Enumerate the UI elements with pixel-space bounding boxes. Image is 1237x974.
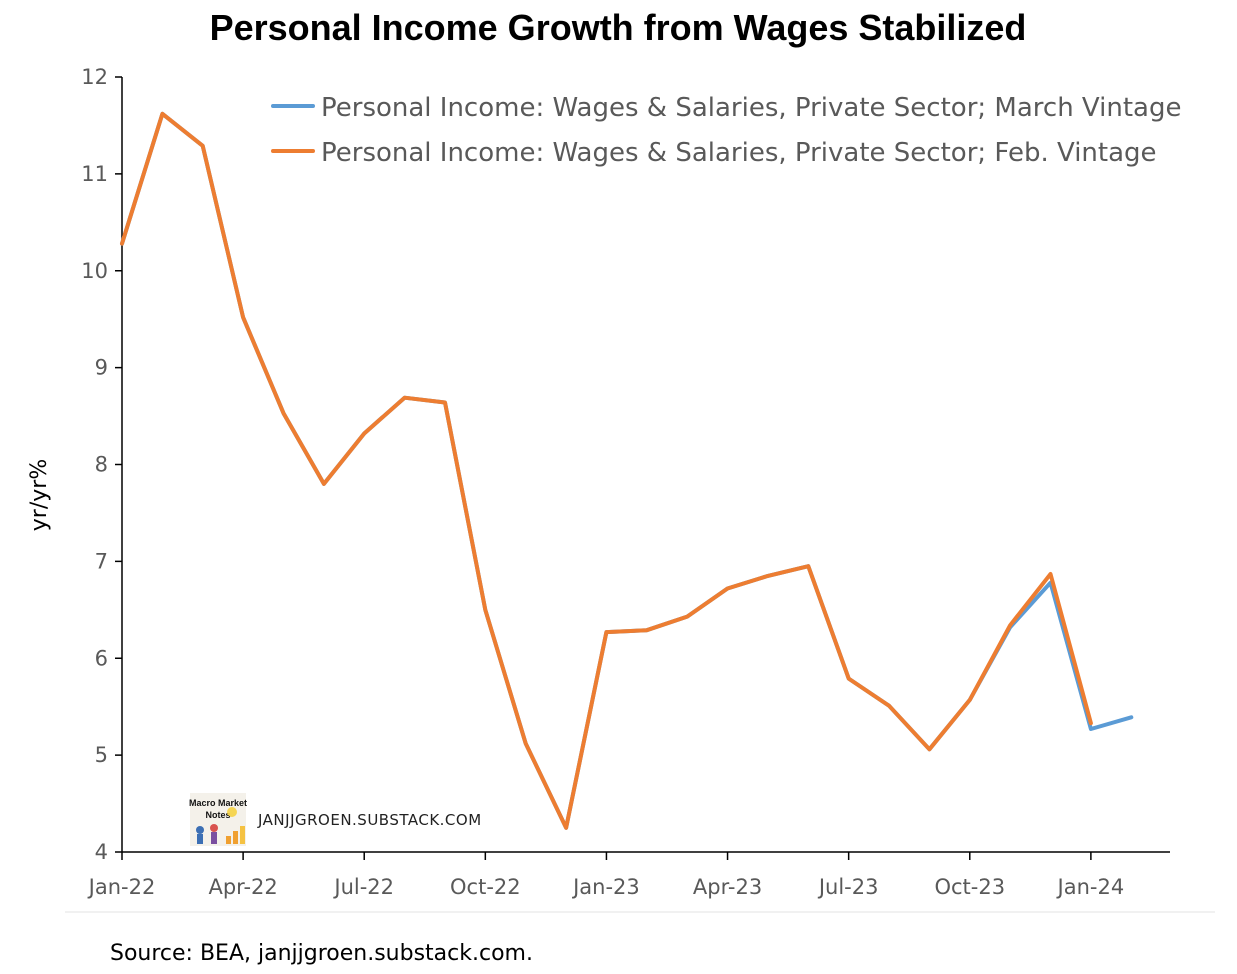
logo-bulb-icon [227, 807, 237, 817]
legend: Personal Income: Wages & Salaries, Priva… [271, 93, 1181, 168]
y-axis: 4 5 6 7 8 9 10 11 12 [81, 65, 123, 864]
series-layer [120, 111, 1134, 830]
logo-figure-body-icon [211, 832, 217, 844]
logo-bar-icon [240, 826, 245, 844]
x-axis: Jan-22 Apr-22 Jul-22 Oct-22 Jan-23 Apr-23 Jul-… [87, 851, 1170, 899]
chart-title: Personal Income Growth from Wages Stabil… [210, 7, 1027, 48]
x-tick-label: Oct-23 [934, 875, 1005, 899]
y-tick-label: 9 [95, 356, 108, 380]
source-note: Source: BEA, janjjgroen.substack.com. [110, 941, 533, 966]
logo: Macro Market Notes [189, 793, 247, 846]
series-line-feb-vintage [120, 111, 1093, 830]
logo-text-line1: Macro Market [189, 798, 247, 808]
legend-label-march: Personal Income: Wages & Salaries, Priva… [321, 93, 1181, 123]
y-tick-label: 5 [95, 743, 108, 767]
x-tick-label: Jan-22 [87, 875, 156, 899]
legend-label-feb: Personal Income: Wages & Salaries, Priva… [321, 138, 1157, 168]
y-tick-label: 12 [81, 65, 108, 89]
y-tick-label: 8 [95, 453, 108, 477]
logo-figure-icon [196, 826, 204, 834]
x-tick-label: Jan-23 [571, 875, 640, 899]
logo-figure-icon [210, 824, 218, 832]
y-tick-label: 4 [95, 840, 108, 864]
x-tick-label: Apr-23 [693, 875, 762, 899]
logo-text-line2: Notes [205, 810, 230, 820]
watermark: Macro Market Notes JANJJGROEN.SUBSTACK.C… [189, 793, 482, 846]
logo-figure-body-icon [197, 834, 203, 844]
logo-bar-icon [233, 831, 238, 844]
watermark-text: JANJJGROEN.SUBSTACK.COM [257, 811, 482, 829]
x-tick-label: Jul-22 [332, 875, 394, 899]
x-tick-label: Jan-24 [1056, 875, 1125, 899]
y-tick-label: 10 [81, 259, 108, 283]
y-tick-label: 11 [81, 162, 108, 186]
y-tick-label: 6 [95, 646, 108, 670]
logo-bar-icon [226, 836, 231, 844]
y-axis-label: yr/yr% [27, 459, 52, 531]
y-tick-label: 7 [95, 549, 108, 573]
x-tick-label: Apr-22 [208, 875, 277, 899]
x-tick-label: Jul-23 [817, 875, 879, 899]
x-tick-label: Oct-22 [450, 875, 521, 899]
